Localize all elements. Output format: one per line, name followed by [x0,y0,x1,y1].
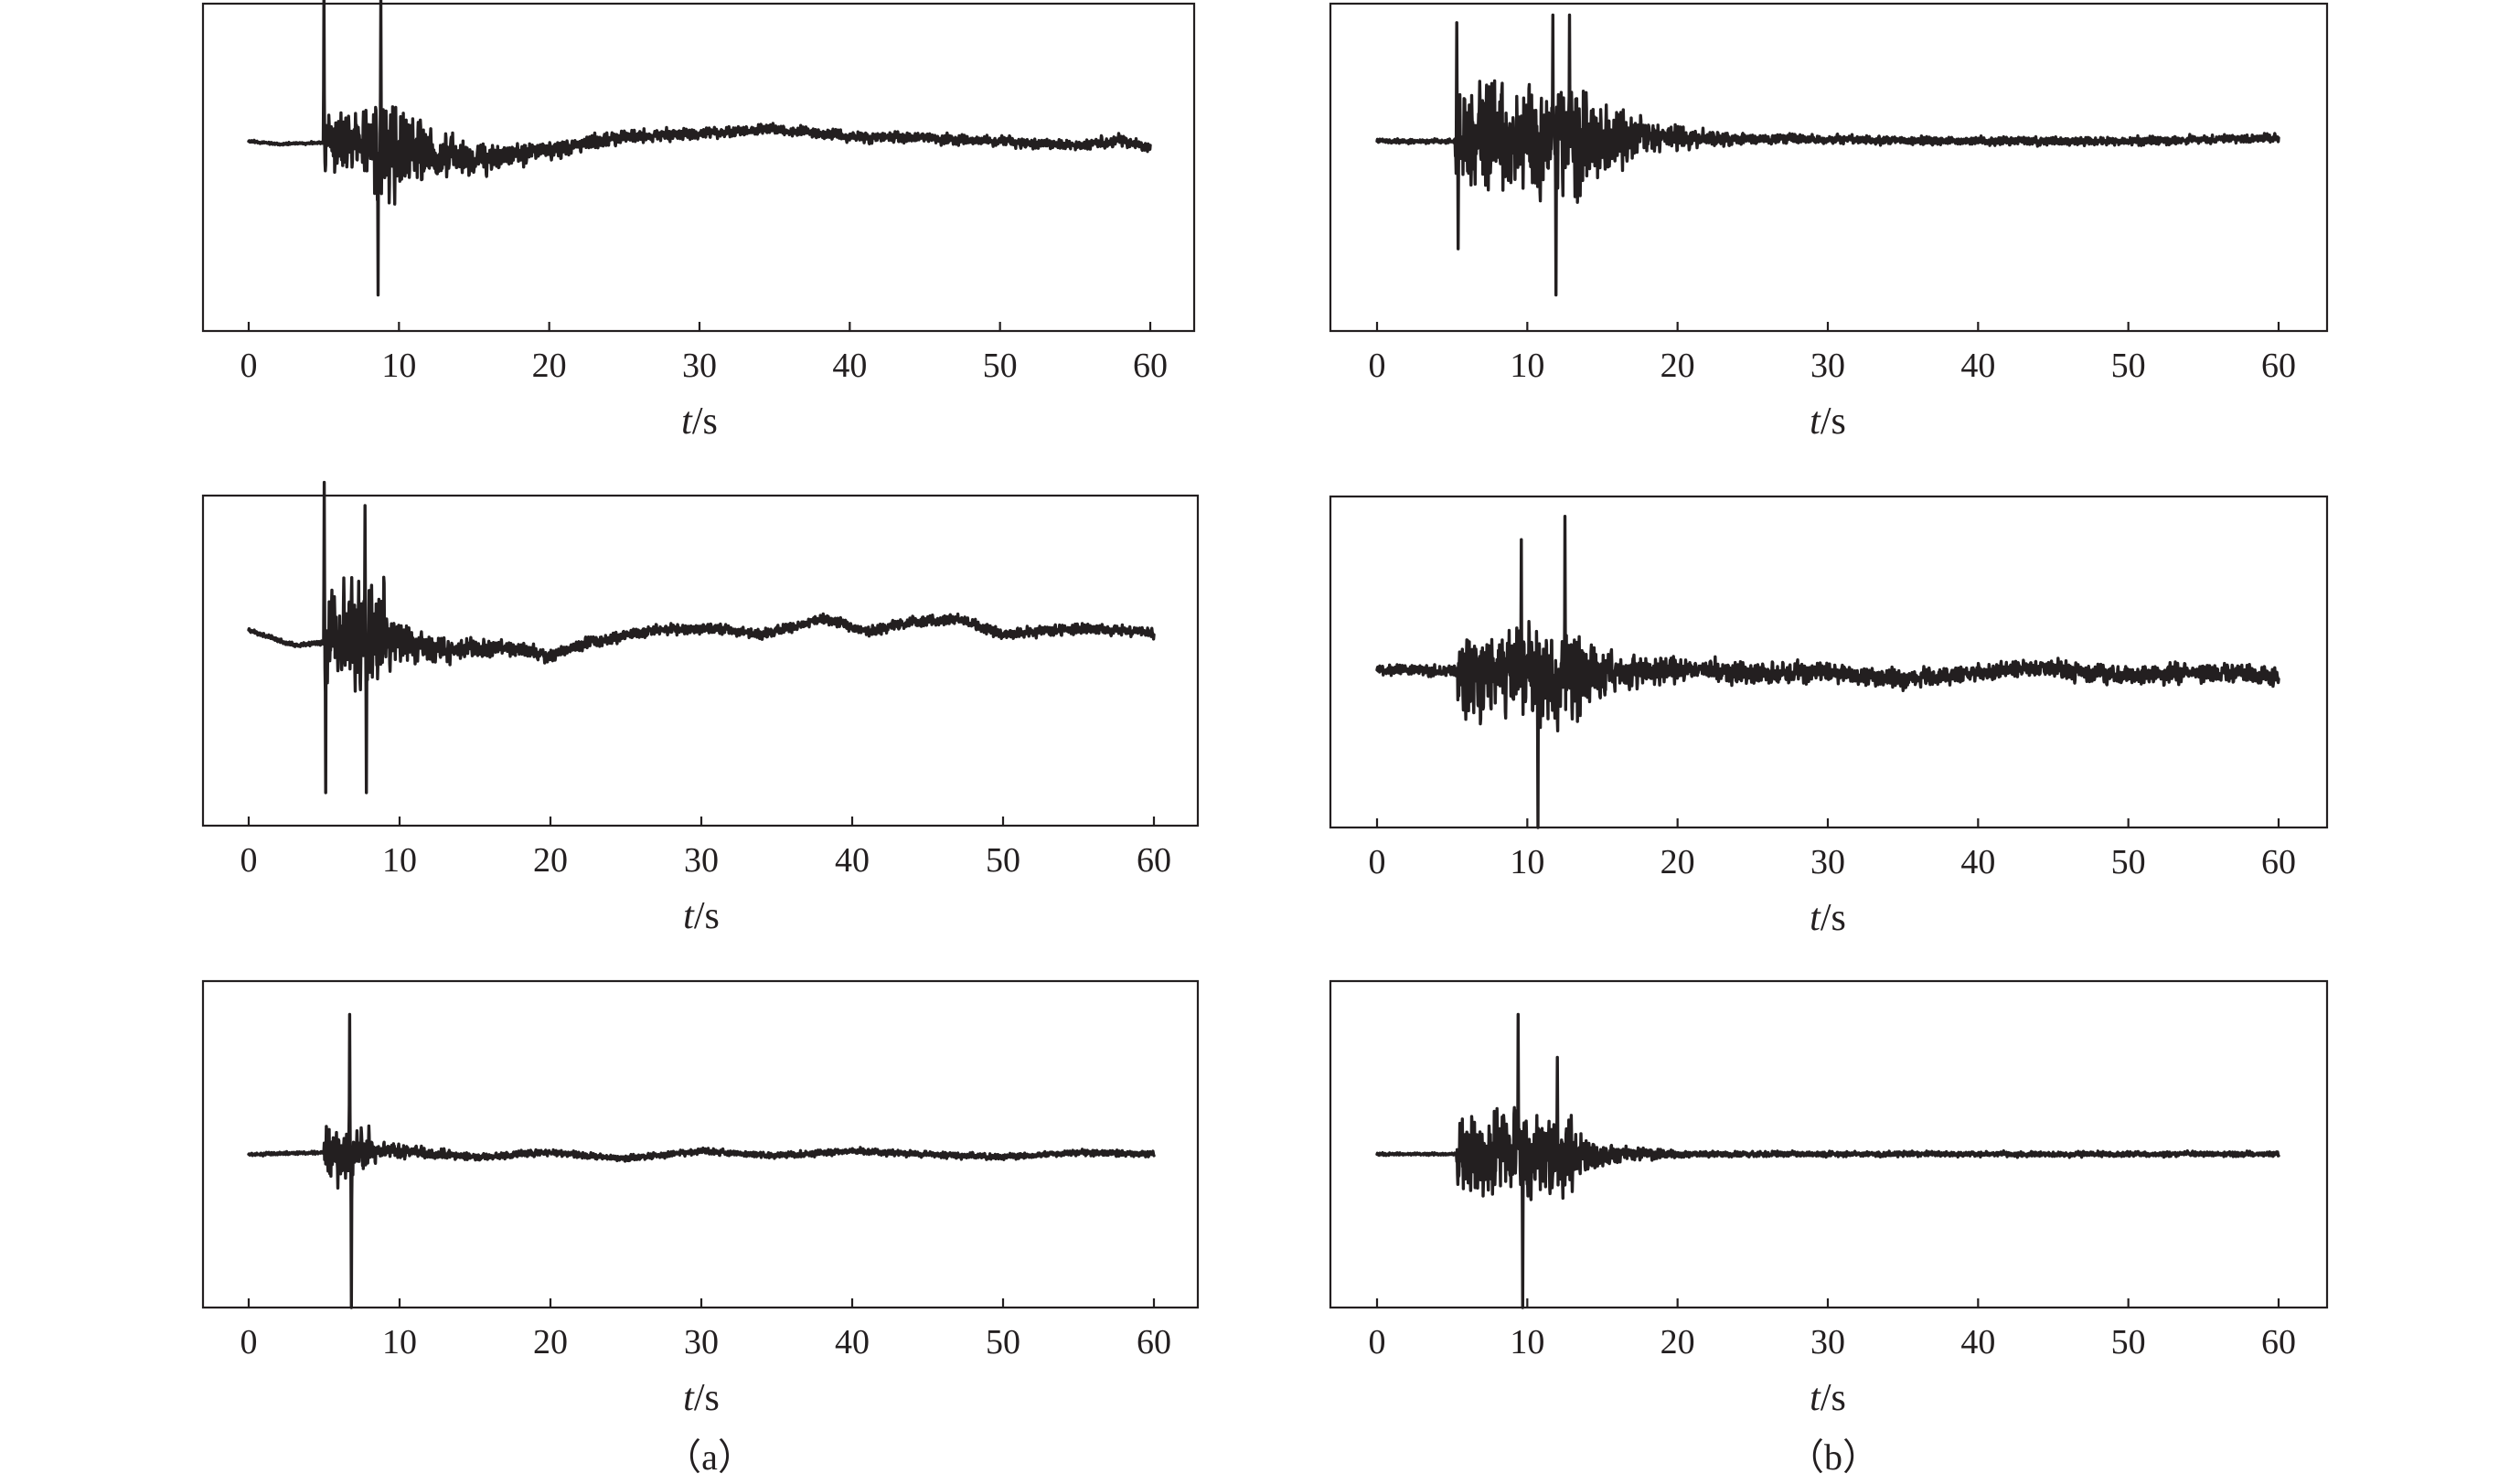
x-tick-label: 40 [1960,1323,1995,1361]
waveform-series [1375,1012,2280,1309]
caption-b: （b） [1788,1436,1879,1478]
x-tick-label: 0 [1369,347,1386,385]
x-tick-label: 60 [2261,347,2296,385]
x-tick-label: 40 [835,841,870,880]
x-tick-label: 50 [986,1323,1020,1361]
waveform-series [247,1012,1156,1309]
x-tick-label: 0 [240,1323,258,1361]
waveform-series [247,0,1152,297]
waveform-series [247,480,1156,795]
x-tick-label: 20 [533,841,568,880]
x-tick-label: 40 [1960,347,1995,385]
x-tick-label: 50 [2111,347,2146,385]
x-tick-label: 30 [682,347,717,385]
x-axis-label: t/s [681,400,718,443]
x-tick-label: 0 [240,347,258,385]
chart-a-3: 0 10 20 30 40 50 60 t/s [201,979,1200,1419]
x-tick-label: 60 [1133,347,1168,385]
x-axis-label: t/s [683,1377,720,1419]
x-tick-label: 60 [2261,843,2296,881]
chart-b-3: 0 10 20 30 40 50 60 t/s [1329,979,2329,1419]
chart-a-1: 0 10 20 30 40 50 60 t/s [201,0,1196,443]
x-tick-label: 20 [532,347,567,385]
x-tick-label: 60 [1137,841,1171,880]
x-tick-label: 20 [1660,843,1695,881]
chart-b-1: 0 10 20 30 40 50 60 t/s [1329,2,2329,443]
x-tick-label: 10 [382,1323,417,1361]
x-tick-label: 0 [240,841,258,880]
x-tick-label: 40 [835,1323,870,1361]
plot-frame [1329,2,2329,333]
x-tick-label: 50 [983,347,1018,385]
x-axis-label: t/s [1810,400,1846,443]
x-tick-label: 10 [1510,1323,1544,1361]
panels-group: 0 10 20 30 40 50 60 t/s 0 10 20 30 40 50 60 t/s 0 10 20 30 4… [201,0,2329,1419]
x-tick-label: 40 [1960,843,1995,881]
x-tick-label: 60 [1137,1323,1171,1361]
waveform-series [1375,13,2280,297]
x-tick-label: 60 [2261,1323,2296,1361]
x-tick-label: 40 [832,347,867,385]
x-tick-label: 0 [1369,1323,1386,1361]
waveform-series [1375,515,2280,829]
x-tick-label: 30 [684,841,719,880]
x-axis-label: t/s [1810,897,1846,939]
x-tick-label: 50 [2111,1323,2146,1361]
chart-b-2: 0 10 20 30 40 50 60 t/s [1329,495,2329,939]
x-tick-label: 50 [2111,843,2146,881]
x-axis-label: t/s [683,895,720,937]
x-tick-label: 20 [533,1323,568,1361]
x-axis-label: t/s [1810,1377,1846,1419]
chart-a-2: 0 10 20 30 40 50 60 t/s [201,480,1200,937]
x-tick-label: 50 [986,841,1020,880]
x-tick-label: 20 [1660,1323,1695,1361]
x-tick-label: 0 [1369,843,1386,881]
x-tick-label: 10 [382,841,417,880]
x-tick-label: 30 [684,1323,719,1361]
x-tick-label: 30 [1810,347,1845,385]
x-tick-label: 30 [1810,843,1845,881]
x-tick-label: 30 [1810,1323,1845,1361]
x-tick-label: 10 [1510,843,1544,881]
caption-a: （a） [665,1436,754,1478]
x-tick-label: 10 [1510,347,1544,385]
x-tick-label: 20 [1660,347,1695,385]
x-tick-label: 10 [381,347,416,385]
